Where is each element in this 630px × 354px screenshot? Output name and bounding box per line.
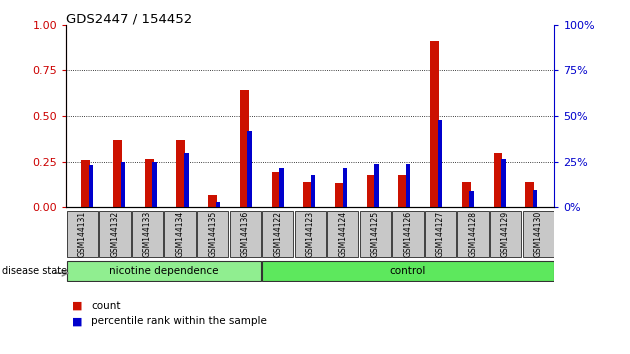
Bar [398,175,407,207]
Text: nicotine dependence: nicotine dependence [109,266,219,275]
FancyBboxPatch shape [392,211,423,257]
Text: GSM144128: GSM144128 [469,211,478,257]
Bar [208,195,217,207]
Text: GSM144136: GSM144136 [241,211,249,257]
Bar [367,175,375,207]
Bar [240,90,249,207]
FancyBboxPatch shape [67,211,98,257]
Bar [374,164,379,207]
FancyBboxPatch shape [522,211,554,257]
FancyBboxPatch shape [164,211,196,257]
Text: GSM144123: GSM144123 [306,211,315,257]
Text: GSM144135: GSM144135 [208,211,217,257]
Text: ■: ■ [72,301,83,310]
Bar [145,159,154,207]
Text: GSM144122: GSM144122 [273,211,282,257]
FancyBboxPatch shape [295,211,326,257]
Text: GSM144129: GSM144129 [501,211,510,257]
Text: disease state: disease state [2,266,67,276]
Bar [469,191,474,207]
Bar [176,139,185,207]
FancyBboxPatch shape [425,211,456,257]
Bar [121,161,125,207]
Bar [248,131,252,207]
Text: GSM144134: GSM144134 [176,211,185,257]
FancyBboxPatch shape [457,211,489,257]
Bar [335,183,344,207]
Bar [303,182,312,207]
Bar [279,168,284,207]
Text: percentile rank within the sample: percentile rank within the sample [91,316,267,326]
Bar [430,41,439,207]
Text: GSM144133: GSM144133 [143,211,152,257]
FancyBboxPatch shape [360,211,391,257]
Text: GSM144130: GSM144130 [534,211,542,257]
Text: GSM144125: GSM144125 [371,211,380,257]
FancyBboxPatch shape [197,211,228,257]
Bar [501,159,505,207]
FancyBboxPatch shape [490,211,521,257]
Text: GSM144132: GSM144132 [110,211,120,257]
Bar [438,120,442,207]
Bar [493,153,502,207]
Bar [81,160,90,207]
Text: GSM144124: GSM144124 [338,211,347,257]
FancyBboxPatch shape [327,211,358,257]
Text: GSM144131: GSM144131 [78,211,87,257]
Bar [184,153,188,207]
Bar [462,182,471,207]
FancyBboxPatch shape [229,211,261,257]
FancyBboxPatch shape [262,261,554,281]
Bar [311,175,316,207]
Bar [113,139,122,207]
FancyBboxPatch shape [132,211,163,257]
Bar [216,202,220,207]
Text: count: count [91,301,121,310]
Text: ■: ■ [72,316,83,326]
FancyBboxPatch shape [67,261,261,281]
FancyBboxPatch shape [262,211,294,257]
Text: GDS2447 / 154452: GDS2447 / 154452 [66,12,192,25]
Bar [406,164,411,207]
Bar [533,190,537,207]
Bar [272,172,280,207]
Bar [89,165,93,207]
Bar [152,161,157,207]
Bar [525,182,534,207]
Text: GSM144126: GSM144126 [403,211,413,257]
Text: control: control [390,266,426,275]
Text: GSM144127: GSM144127 [436,211,445,257]
FancyBboxPatch shape [100,211,130,257]
Bar [343,168,347,207]
